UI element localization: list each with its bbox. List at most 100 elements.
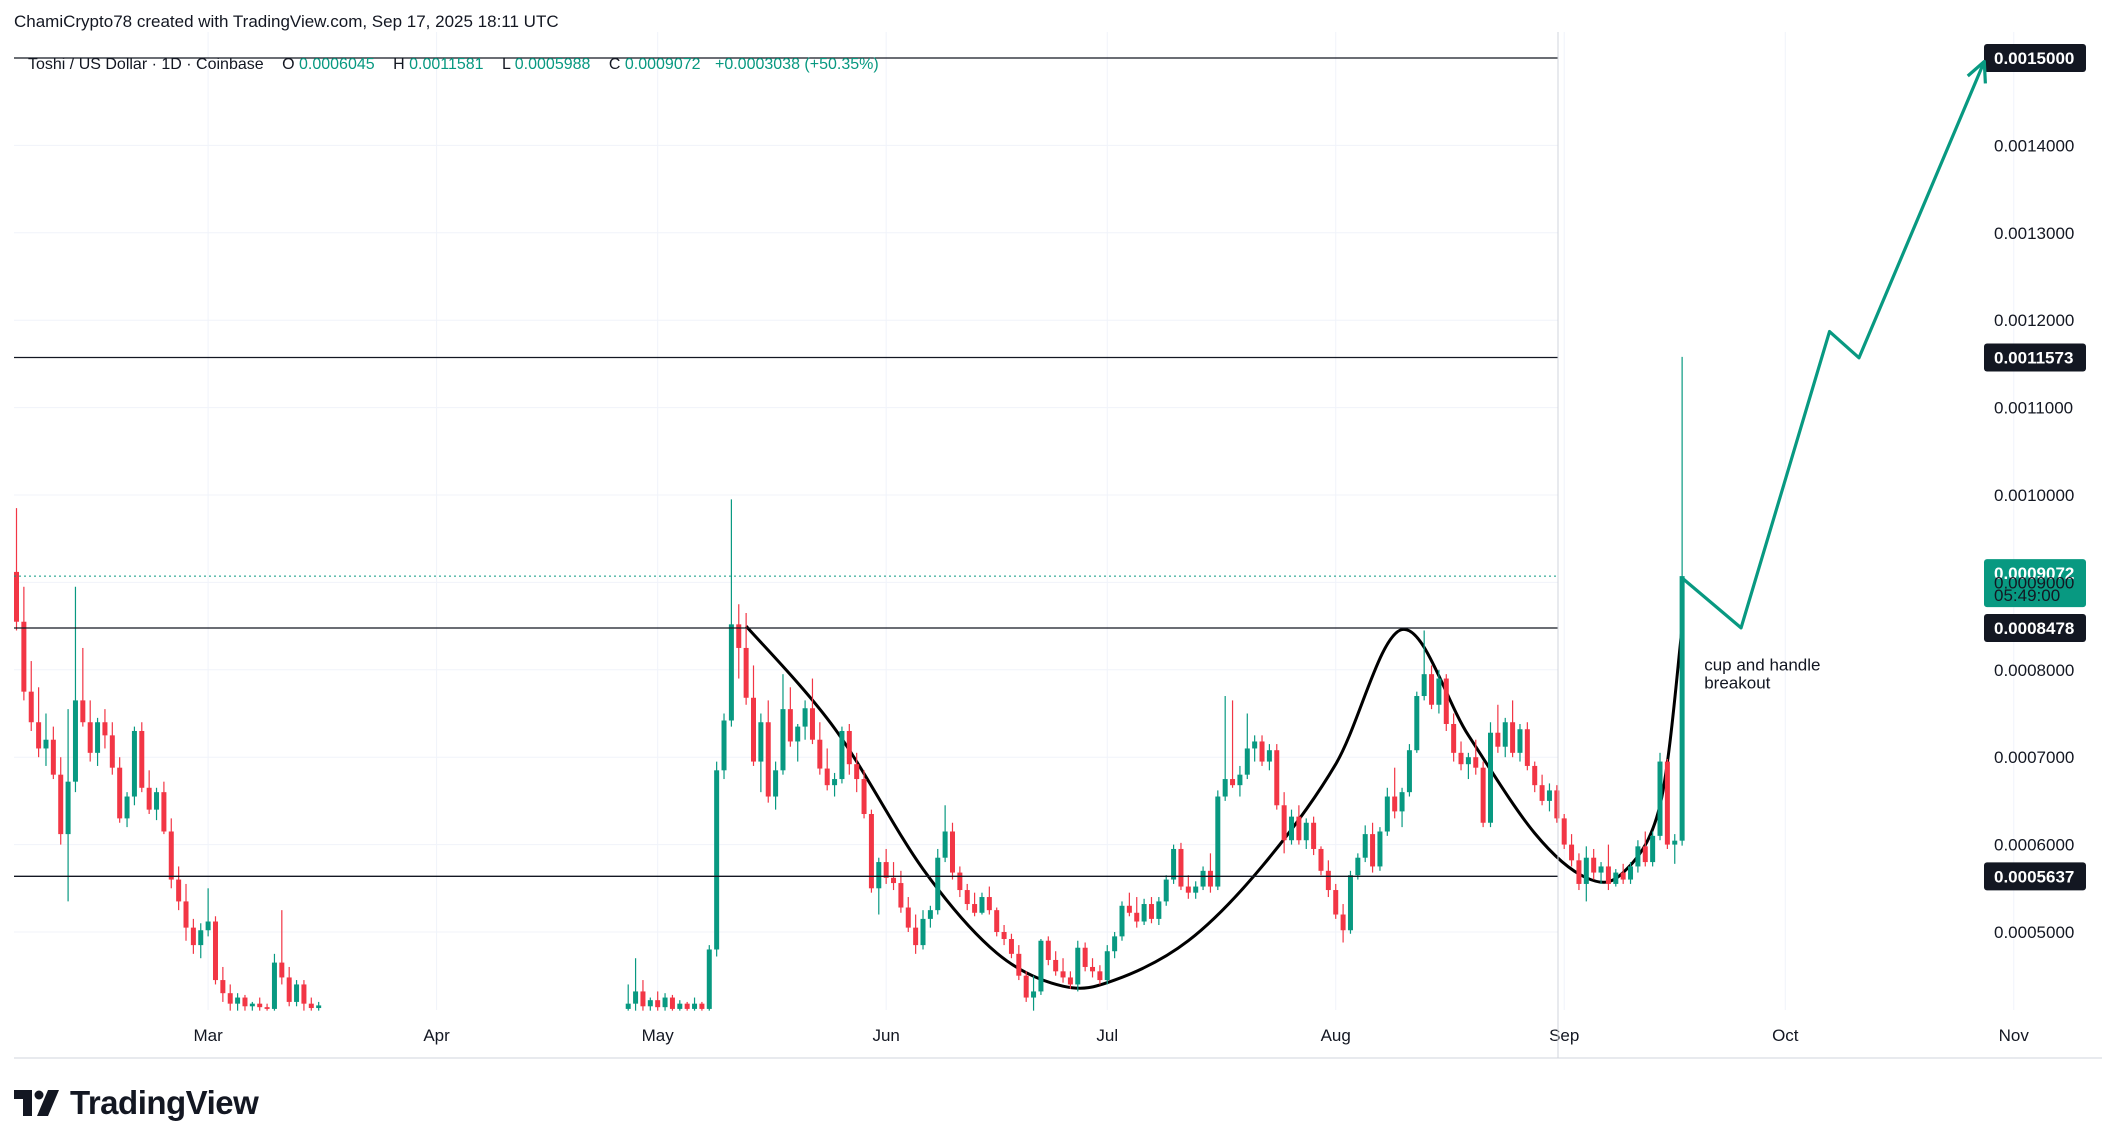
candle xyxy=(699,1001,705,1011)
candle xyxy=(1126,892,1132,917)
time-tick-label: Sep xyxy=(1549,1026,1579,1045)
candle xyxy=(80,647,86,727)
level-price-tag xyxy=(1984,862,2086,891)
bar-countdown-label: 05:49:00 xyxy=(1994,586,2060,605)
last-price-tag xyxy=(1984,559,2086,608)
candle-body xyxy=(1215,796,1221,887)
candle-body xyxy=(655,1000,661,1008)
candle xyxy=(87,700,93,762)
candle-body xyxy=(883,862,889,878)
candle xyxy=(677,1000,683,1011)
candle xyxy=(1090,958,1096,978)
candle xyxy=(235,993,241,1011)
candle xyxy=(1303,818,1309,849)
candle xyxy=(1598,862,1604,884)
candle-body xyxy=(986,897,992,911)
candle xyxy=(1075,940,1081,992)
candle xyxy=(1517,723,1523,762)
candle-body xyxy=(1060,971,1066,978)
candle-body xyxy=(1237,774,1243,786)
level-price-label: 0.0008478 xyxy=(1994,619,2074,638)
candle xyxy=(935,848,941,915)
low-label: L xyxy=(502,56,511,73)
price-tick-label: 0.0012000 xyxy=(1994,311,2074,330)
candle xyxy=(58,757,64,845)
candle-body xyxy=(662,997,668,1008)
horizontal-levels: 0.0015000 0.0011573 0.0008478 0.0005637 0.00… xyxy=(14,44,2086,891)
candle-body xyxy=(176,879,182,902)
candle-body xyxy=(1090,966,1096,972)
candle-body xyxy=(854,764,860,780)
candle-body xyxy=(1605,866,1611,884)
candle-body xyxy=(1664,761,1670,845)
candle xyxy=(264,1003,270,1011)
candle xyxy=(1156,897,1162,926)
time-axis[interactable]: Mar Apr May Jun Jul Aug Sep Oct Nov xyxy=(14,1026,2102,1059)
candle-body xyxy=(190,927,196,946)
candle-body xyxy=(692,1003,698,1009)
candle-body xyxy=(1325,870,1331,891)
candle xyxy=(1266,744,1272,771)
candle-body xyxy=(257,1003,263,1008)
candle xyxy=(249,1001,255,1011)
projection-path xyxy=(1681,59,1987,630)
candle-body xyxy=(95,722,101,753)
candle xyxy=(802,700,808,740)
candle-body xyxy=(957,872,963,891)
candle xyxy=(1016,945,1022,981)
candle-body xyxy=(1517,729,1523,753)
tradingview-logo[interactable]: TradingView xyxy=(14,1084,259,1122)
candle-body xyxy=(677,1003,683,1009)
candle-body xyxy=(1628,866,1634,880)
time-tick-label: May xyxy=(642,1026,675,1045)
price-axis[interactable]: 0.0005000 0.0006000 0.0007000 0.0008000 0.00… xyxy=(1557,32,2074,1058)
candle-body xyxy=(1318,848,1324,871)
candle-body xyxy=(109,735,115,768)
candle xyxy=(1296,805,1302,845)
candle xyxy=(1163,875,1169,906)
candle-body xyxy=(72,700,78,782)
candle xyxy=(1480,761,1486,828)
candle-body xyxy=(787,709,793,742)
candle xyxy=(1635,840,1641,873)
candle xyxy=(1281,792,1287,854)
candle-body xyxy=(625,1003,631,1009)
price-tick-label: 0.0005000 xyxy=(1994,923,2074,942)
candle xyxy=(1237,765,1243,797)
candle xyxy=(43,713,49,766)
candle-body xyxy=(1502,722,1508,747)
candle-body xyxy=(1252,741,1258,749)
candle-body xyxy=(964,890,970,905)
open-label: O xyxy=(282,56,294,73)
candle-body xyxy=(1524,729,1530,766)
candle-body xyxy=(736,624,742,648)
candle xyxy=(154,787,160,821)
candle-body xyxy=(1583,857,1589,884)
candle xyxy=(1097,965,1103,985)
candle xyxy=(14,508,19,631)
candle xyxy=(294,980,300,1007)
candle xyxy=(1554,785,1560,823)
change-value: +0.0003038 (+50.35%) xyxy=(715,56,879,73)
candle-body xyxy=(1495,732,1501,747)
candle xyxy=(1362,825,1368,863)
candle-body xyxy=(183,901,189,928)
candle-body xyxy=(14,571,19,622)
candle xyxy=(124,792,130,828)
candle-body xyxy=(1171,848,1177,880)
candle-body xyxy=(1347,875,1353,931)
candle-body xyxy=(264,1007,270,1009)
price-tick-label: 0.0009000 xyxy=(1994,573,2074,592)
candle-body xyxy=(242,997,248,1007)
candle xyxy=(920,910,926,950)
level-price-tag xyxy=(1984,44,2086,72)
annotation-line: cup and handle xyxy=(1704,656,1820,675)
candle-body xyxy=(1141,904,1147,922)
candle xyxy=(972,892,978,917)
candle xyxy=(1008,933,1014,959)
candle-body xyxy=(1406,750,1412,793)
candle xyxy=(1620,863,1626,884)
candle xyxy=(949,822,955,880)
candle xyxy=(146,770,152,815)
